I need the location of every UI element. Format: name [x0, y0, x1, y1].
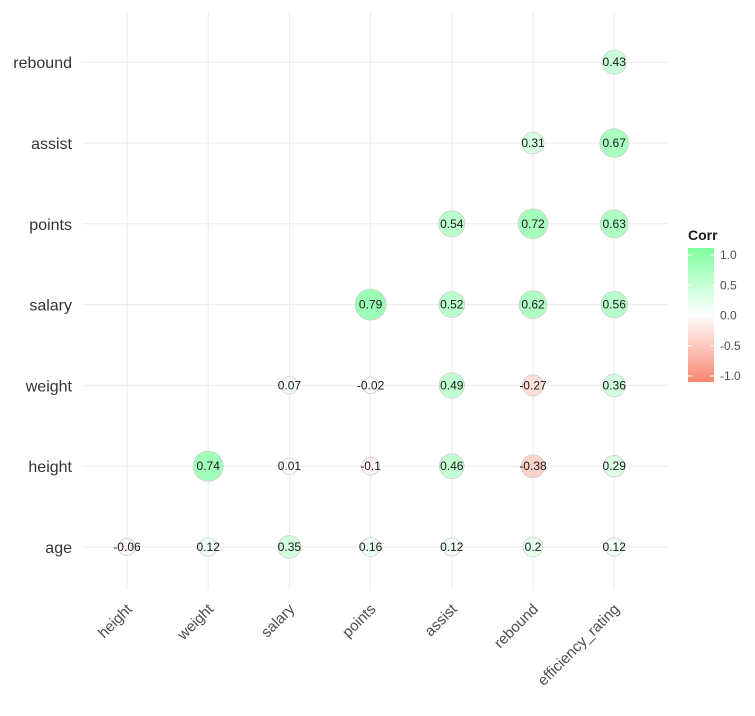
correlation-circle: [362, 376, 380, 394]
correlation-value-label: -0.38: [519, 459, 547, 473]
y-tick-label: age: [45, 540, 72, 557]
correlation-circle: [522, 374, 544, 397]
x-tick-label: efficiency_rating: [535, 601, 623, 689]
x-tick-label: points: [339, 601, 379, 641]
x-tick-label: salary: [258, 600, 299, 641]
correlation-circle: [280, 376, 299, 395]
correlation-value-label: 0.79: [359, 298, 383, 312]
correlation-value-label: 0.12: [603, 540, 627, 554]
correlation-value-label: 0.54: [440, 217, 464, 231]
correlation-circle: [518, 290, 548, 319]
correlation-value-label: 0.29: [603, 459, 627, 473]
correlation-value-label: 0.62: [521, 298, 545, 312]
correlation-circle: [360, 537, 381, 557]
correlation-circle: [198, 537, 218, 557]
y-axis-tick-labels: age height weight salary points assist rebound: [13, 55, 72, 557]
correlation-circle: [599, 128, 629, 158]
legend-tick-label: -0.5: [720, 339, 741, 353]
correlation-value-label: 0.12: [440, 540, 464, 554]
correlation-value-label: 0.43: [603, 55, 627, 69]
y-tick-label: salary: [29, 298, 72, 315]
correlation-value-label: -0.27: [519, 378, 547, 392]
y-tick-label: weight: [25, 378, 73, 395]
correlation-circle: [192, 450, 224, 482]
correlation-value-label: 0.12: [197, 540, 221, 554]
correlation-circle: [277, 535, 302, 559]
y-tick-label: assist: [31, 136, 72, 153]
y-tick-label: points: [29, 217, 72, 234]
correlation-value-label: -0.02: [357, 378, 385, 392]
correlation-circle: [602, 373, 627, 398]
correlation-circle: [521, 131, 545, 155]
correlation-value-label: 0.31: [521, 136, 545, 150]
x-tick-label: height: [95, 600, 137, 642]
correlation-value-label: 0.35: [278, 540, 302, 554]
correlation-circle: [604, 537, 624, 557]
legend-tick-label: 0.0: [720, 309, 737, 323]
correlation-circle: [522, 536, 544, 558]
legend-colorbar: [688, 248, 714, 382]
correlation-circle: [603, 455, 626, 478]
correlation-value-label: 0.49: [440, 378, 464, 392]
correlation-circle: [600, 290, 628, 319]
correlation-value-label: 0.16: [359, 540, 383, 554]
correlation-value-label: 0.74: [197, 459, 221, 473]
x-tick-label: rebound: [491, 601, 542, 652]
correlation-value-label: 0.56: [603, 298, 627, 312]
correlation-value-label: 0.52: [440, 298, 464, 312]
x-tick-label: assist: [421, 600, 461, 640]
correlation-circle: [517, 208, 549, 240]
correlation-circle: [520, 454, 546, 479]
correlation-value-label: 0.63: [603, 217, 627, 231]
correlation-circle: [599, 209, 629, 239]
legend-ticks: 1.0 0.5 0.0 -0.5 -1.0: [688, 248, 741, 383]
correlation-value-label: 0.01: [278, 459, 302, 473]
legend-tick-label: -1.0: [720, 369, 741, 383]
correlation-value-label: 0.2: [525, 540, 542, 554]
correlation-value-label: 0.72: [521, 217, 545, 231]
correlation-circle: [361, 456, 380, 476]
x-tick-label: weight: [174, 600, 218, 644]
correlation-value-label: 0.46: [440, 459, 464, 473]
correlation-circle: [438, 210, 466, 238]
correlation-circles: [118, 49, 629, 559]
correlation-labels: -0.06 0.12 0.35 0.16 0.12 0.2 0.12 0.74 0.01 -0.1…: [113, 55, 626, 554]
correlation-circle: [439, 453, 465, 479]
correlation-value-label: 0.67: [603, 136, 627, 150]
correlation-circle: [438, 372, 465, 399]
correlation-circle: [354, 288, 387, 321]
y-tick-label: height: [28, 459, 72, 476]
x-axis-tick-labels: height weight salary points assist reboundeff…: [95, 600, 623, 689]
legend-title: Corr: [688, 227, 718, 243]
legend: Corr 1.0 0.5 0.0 -0.5 -1.0: [688, 227, 741, 383]
correlation-circle: [442, 537, 462, 557]
correlation-circle: [118, 538, 136, 556]
correlation-value-label: 0.36: [603, 378, 627, 392]
correlation-circle: [438, 291, 466, 318]
y-tick-label: rebound: [13, 55, 72, 72]
correlation-value-label: -0.06: [113, 540, 141, 554]
correlation-circle: [280, 457, 298, 475]
legend-tick-label: 1.0: [720, 248, 737, 262]
correlation-circle: [601, 49, 627, 75]
legend-tick-label: 0.5: [720, 278, 737, 292]
correlation-value-label: -0.1: [360, 459, 381, 473]
correlation-value-label: 0.07: [278, 378, 302, 392]
